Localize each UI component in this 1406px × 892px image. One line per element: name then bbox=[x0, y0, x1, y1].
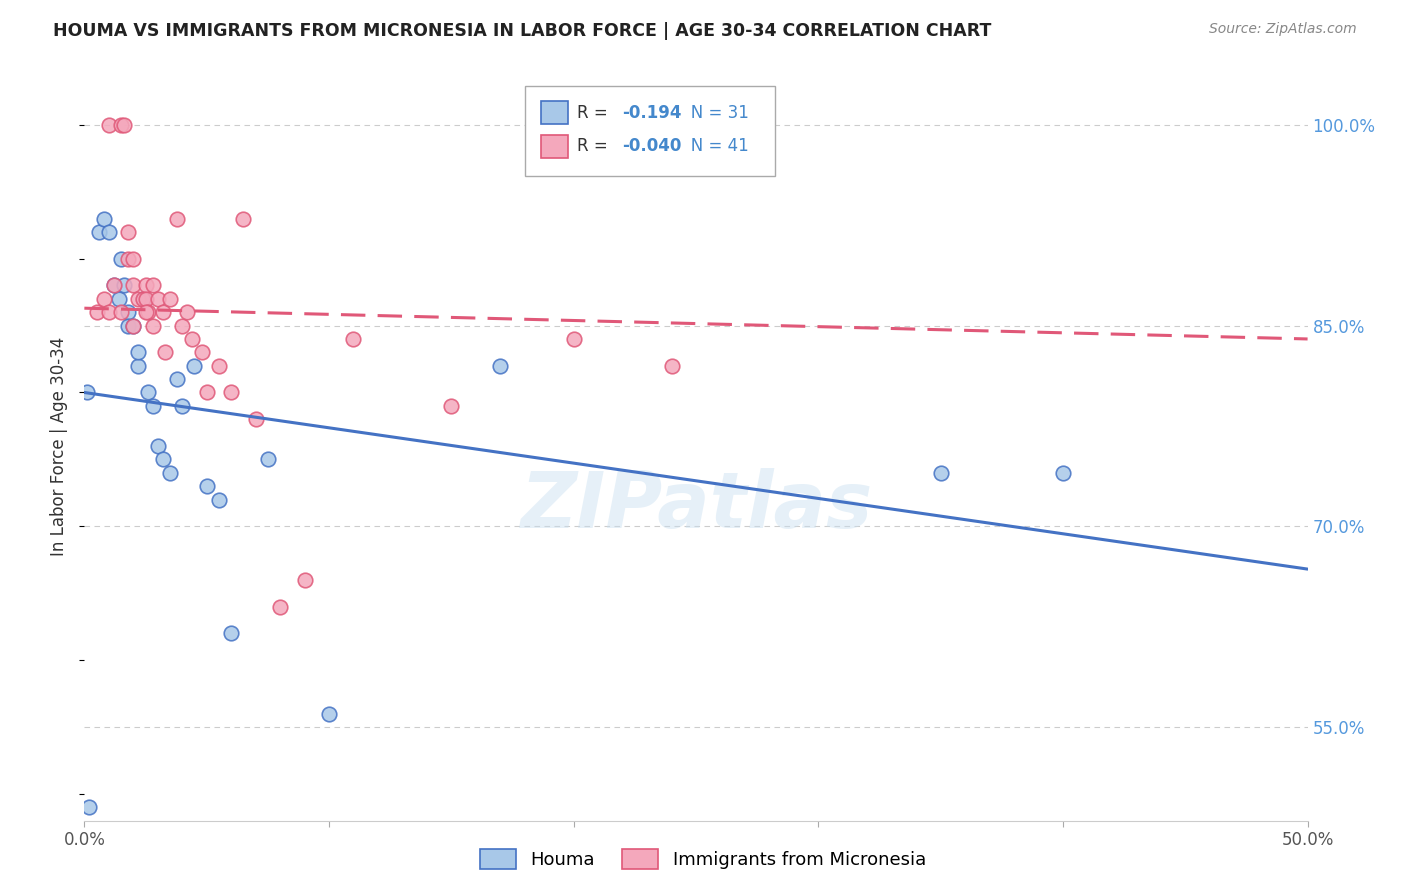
Point bbox=[122, 318, 145, 333]
Point bbox=[166, 211, 188, 226]
Text: Source: ZipAtlas.com: Source: ZipAtlas.com bbox=[1209, 22, 1357, 37]
Point bbox=[93, 211, 115, 226]
Text: ZIPatlas: ZIPatlas bbox=[520, 468, 872, 544]
Text: -0.040: -0.040 bbox=[623, 137, 682, 155]
Point bbox=[142, 318, 165, 333]
Point bbox=[112, 118, 135, 132]
Point bbox=[195, 385, 218, 400]
Point bbox=[132, 292, 155, 306]
Point bbox=[93, 292, 115, 306]
Point bbox=[342, 332, 364, 346]
Point bbox=[183, 359, 205, 373]
Point bbox=[146, 292, 169, 306]
Point bbox=[257, 452, 280, 467]
Point bbox=[181, 332, 204, 346]
Point bbox=[110, 305, 132, 319]
Text: HOUMA VS IMMIGRANTS FROM MICRONESIA IN LABOR FORCE | AGE 30-34 CORRELATION CHART: HOUMA VS IMMIGRANTS FROM MICRONESIA IN L… bbox=[53, 22, 991, 40]
Point bbox=[117, 225, 139, 239]
Point bbox=[87, 225, 110, 239]
Point bbox=[112, 278, 135, 293]
Point bbox=[135, 278, 157, 293]
Point bbox=[135, 305, 157, 319]
Point bbox=[159, 292, 181, 306]
Point bbox=[110, 252, 132, 266]
Point bbox=[318, 706, 340, 721]
Point bbox=[127, 292, 149, 306]
Point bbox=[76, 385, 98, 400]
Point bbox=[219, 626, 242, 640]
Point bbox=[117, 252, 139, 266]
FancyBboxPatch shape bbox=[524, 87, 776, 177]
Point bbox=[135, 292, 157, 306]
Point bbox=[117, 305, 139, 319]
FancyBboxPatch shape bbox=[541, 135, 568, 158]
Point bbox=[132, 292, 155, 306]
Point bbox=[195, 479, 218, 493]
FancyBboxPatch shape bbox=[541, 102, 568, 124]
Point bbox=[103, 278, 125, 293]
Text: -0.194: -0.194 bbox=[623, 103, 682, 121]
Point bbox=[127, 345, 149, 359]
Point bbox=[107, 292, 129, 306]
Point bbox=[152, 452, 174, 467]
Point bbox=[122, 318, 145, 333]
Point bbox=[122, 252, 145, 266]
Point bbox=[294, 573, 316, 587]
Point bbox=[86, 305, 108, 319]
Point bbox=[232, 211, 254, 226]
Point bbox=[166, 372, 188, 386]
Point bbox=[661, 359, 683, 373]
Point bbox=[152, 305, 174, 319]
Point bbox=[153, 345, 176, 359]
Point bbox=[127, 359, 149, 373]
Point bbox=[97, 305, 120, 319]
Point bbox=[489, 359, 512, 373]
Point bbox=[110, 118, 132, 132]
Point bbox=[269, 599, 291, 614]
Text: N = 41: N = 41 bbox=[675, 137, 749, 155]
Point bbox=[219, 385, 242, 400]
Point bbox=[142, 399, 165, 413]
Point bbox=[97, 118, 120, 132]
Point bbox=[146, 439, 169, 453]
Point bbox=[208, 492, 231, 507]
Point bbox=[142, 278, 165, 293]
Point bbox=[191, 345, 214, 359]
Point bbox=[117, 318, 139, 333]
Point bbox=[136, 385, 159, 400]
Point bbox=[440, 399, 463, 413]
Text: R =: R = bbox=[578, 103, 619, 121]
Text: R =: R = bbox=[578, 137, 613, 155]
Point bbox=[176, 305, 198, 319]
Point bbox=[172, 399, 194, 413]
Text: N = 31: N = 31 bbox=[675, 103, 749, 121]
Point bbox=[122, 278, 145, 293]
Point bbox=[172, 318, 194, 333]
Point bbox=[136, 305, 159, 319]
Point bbox=[159, 466, 181, 480]
Point bbox=[245, 412, 267, 426]
Point bbox=[97, 225, 120, 239]
Y-axis label: In Labor Force | Age 30-34: In Labor Force | Age 30-34 bbox=[51, 336, 69, 556]
Legend: Houma, Immigrants from Micronesia: Houma, Immigrants from Micronesia bbox=[471, 839, 935, 879]
Point bbox=[1052, 466, 1074, 480]
Point bbox=[929, 466, 952, 480]
Point bbox=[208, 359, 231, 373]
Point bbox=[562, 332, 585, 346]
Point bbox=[103, 278, 125, 293]
Point bbox=[77, 800, 100, 814]
